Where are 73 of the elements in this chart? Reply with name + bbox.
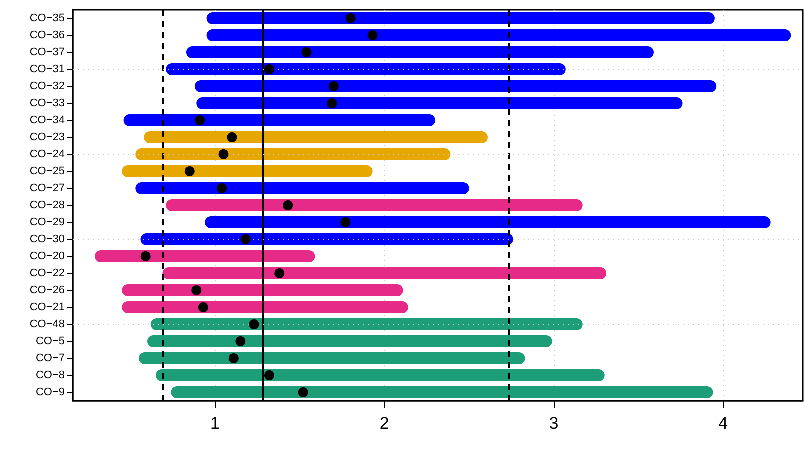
y-tick-label: CO−29: [30, 216, 65, 228]
y-tick-label: CO−33: [30, 98, 65, 110]
point: [283, 200, 294, 210]
point: [198, 302, 208, 312]
bar: [186, 46, 654, 58]
y-tick-label: CO−21: [30, 302, 65, 314]
point: [227, 132, 238, 142]
y-tick-label: CO−25: [30, 166, 65, 178]
point: [328, 82, 339, 92]
y-tick-label: CO−32: [30, 80, 65, 92]
y-tick-label: CO−26: [30, 284, 65, 296]
y-tick-label: CO−5: [36, 336, 65, 348]
point: [236, 336, 246, 346]
y-tick-label: CO−36: [30, 30, 65, 42]
bar: [95, 250, 316, 262]
bar: [162, 268, 607, 280]
bar: [122, 302, 408, 314]
point: [346, 14, 356, 24]
bar: [122, 284, 404, 296]
y-tick-label: CO−9: [36, 386, 65, 398]
bar: [196, 98, 683, 110]
y-tick-label: CO−34: [30, 114, 65, 126]
bar: [156, 370, 605, 382]
point: [298, 388, 308, 398]
y-tick-label: CO−35: [30, 12, 65, 24]
point: [192, 286, 202, 296]
point: [249, 320, 260, 330]
y-tick-label: CO−22: [30, 268, 65, 280]
y-tick-label: CO−20: [30, 250, 65, 262]
bar: [166, 64, 566, 76]
bar: [144, 132, 488, 144]
bar: [124, 114, 436, 126]
bar: [136, 182, 470, 194]
point: [327, 98, 338, 108]
point: [274, 268, 285, 278]
bar: [136, 148, 451, 160]
point: [228, 354, 239, 364]
y-tick-label: CO−31: [30, 64, 65, 76]
y-tick-label: CO−30: [30, 234, 65, 246]
y-tick-label: CO−48: [30, 318, 65, 330]
point: [264, 64, 274, 74]
point: [217, 184, 228, 194]
bar: [140, 234, 514, 246]
bar: [166, 200, 583, 212]
point: [195, 116, 206, 126]
y-tick-label: CO−24: [30, 148, 65, 160]
point: [302, 48, 312, 58]
bar: [205, 216, 771, 228]
bar: [206, 30, 792, 42]
y-tick-label: CO−23: [30, 132, 65, 144]
x-tick-label: 1: [210, 414, 220, 433]
point: [368, 30, 378, 40]
bar: [139, 352, 526, 364]
point: [184, 166, 195, 176]
y-tick-label: CO−7: [36, 352, 65, 364]
point: [264, 370, 274, 380]
bar: [148, 336, 552, 348]
x-tick-label: 2: [380, 414, 390, 433]
y-tick-label: CO−27: [30, 182, 65, 194]
x-tick-label: 4: [718, 414, 728, 433]
point: [140, 252, 151, 262]
y-tick-label: CO−28: [30, 200, 65, 212]
bar: [150, 318, 583, 330]
bar: [206, 12, 715, 24]
bar: [171, 386, 714, 398]
y-tick-label: CO−8: [36, 370, 65, 382]
bar: [122, 166, 373, 178]
point: [340, 218, 351, 228]
bar: [194, 80, 717, 92]
point: [240, 234, 251, 244]
x-tick-label: 3: [549, 414, 559, 433]
y-tick-label: CO−37: [30, 46, 65, 58]
point: [218, 150, 229, 160]
